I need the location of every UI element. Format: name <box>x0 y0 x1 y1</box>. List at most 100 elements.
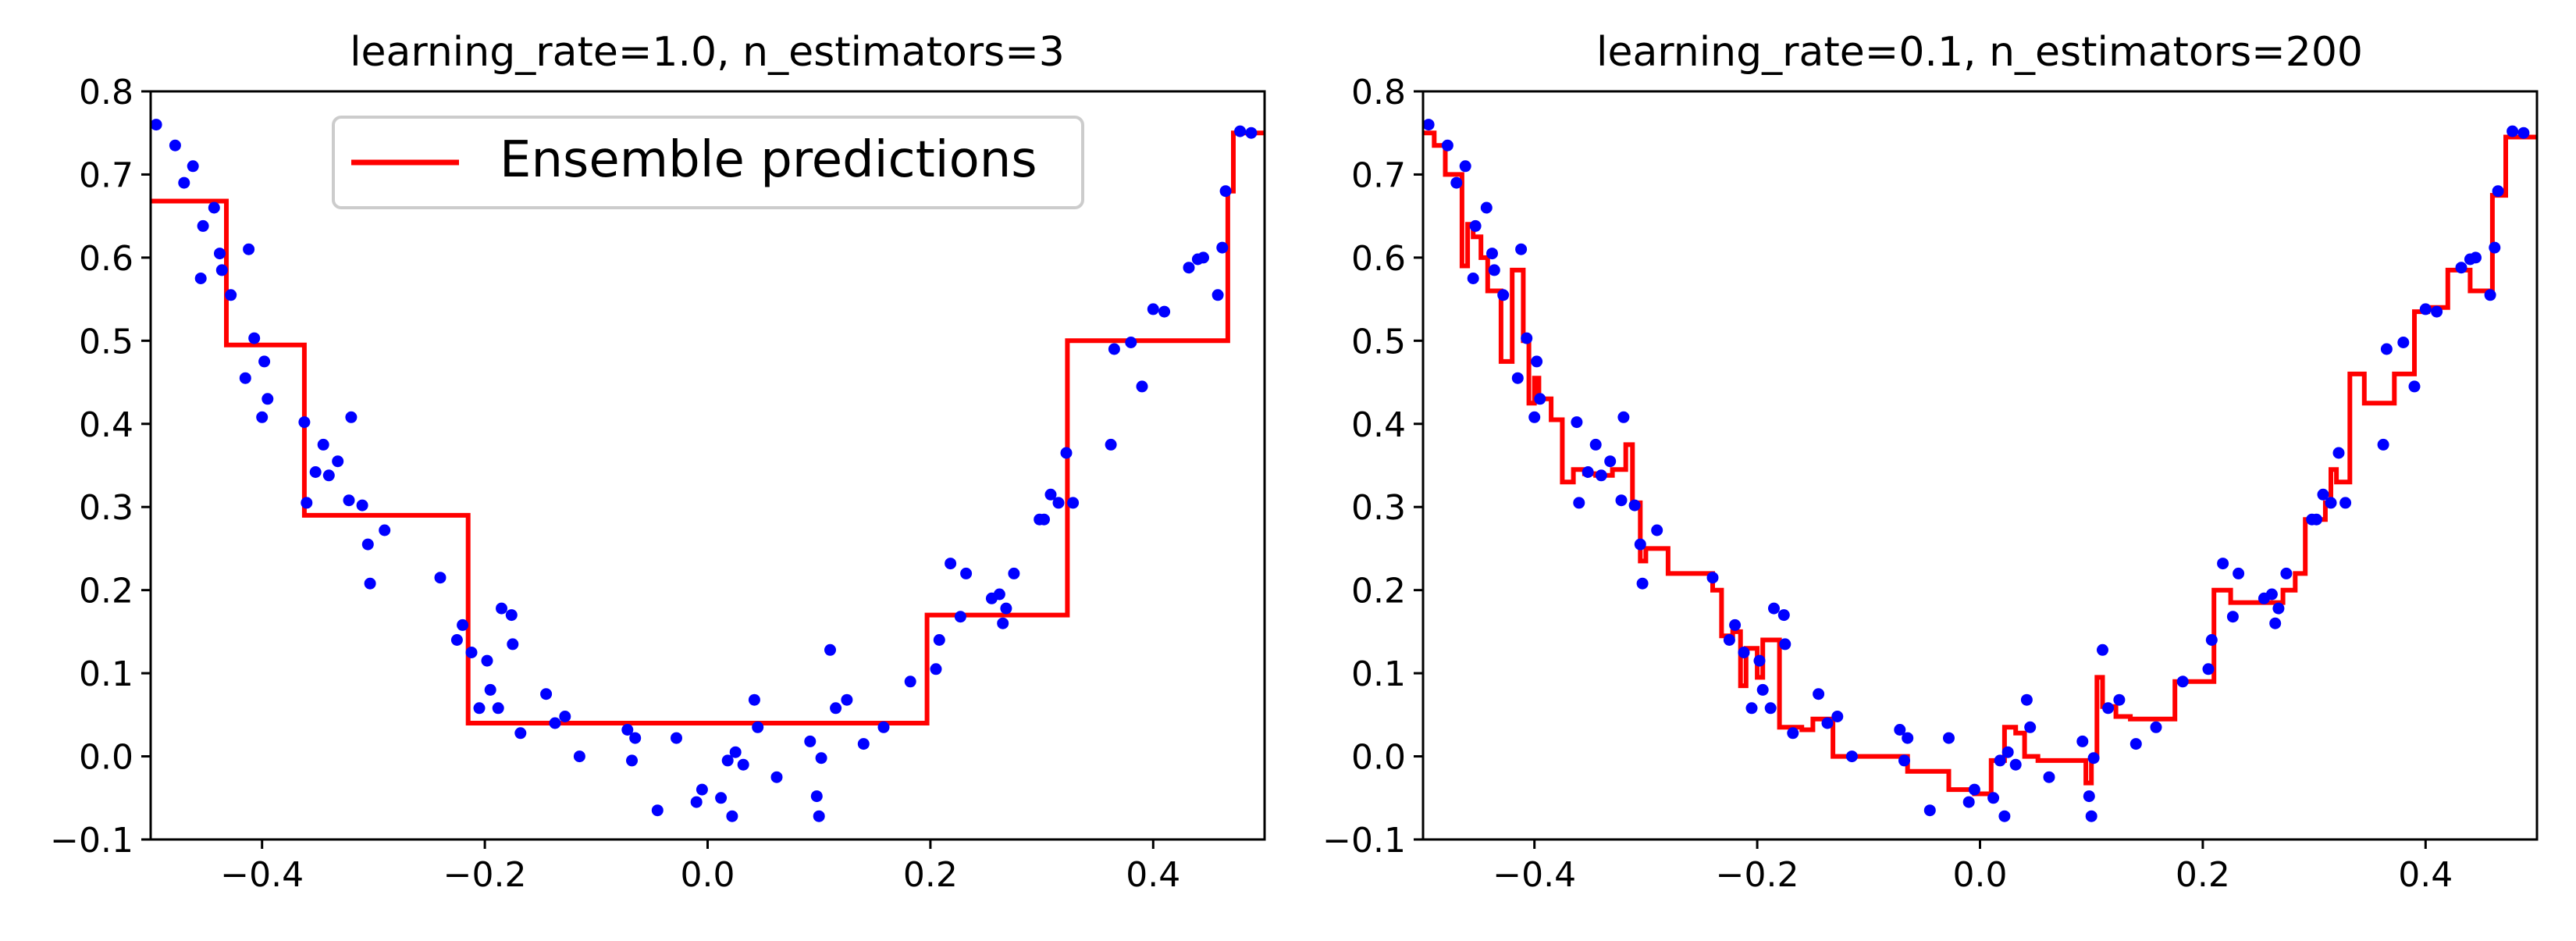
data-point <box>2339 497 2352 509</box>
plot-data <box>151 119 1265 822</box>
y-tick-label: 0.7 <box>1351 155 1406 195</box>
data-point <box>507 638 519 651</box>
data-point <box>364 577 376 590</box>
data-point <box>1469 219 1482 232</box>
data-point <box>2129 738 2142 750</box>
data-point <box>2325 497 2337 509</box>
data-point <box>214 248 226 260</box>
data-point <box>1738 647 1750 658</box>
data-point <box>1898 754 1910 767</box>
subplot-left: learning_rate=1.0, n_estimators=3 −0.4 −0… <box>50 29 1266 895</box>
data-point <box>262 393 274 405</box>
axes-frame <box>1421 90 2539 841</box>
data-point <box>2217 558 2229 570</box>
data-point <box>1821 717 1834 729</box>
data-point <box>1573 497 1585 509</box>
data-point <box>1745 702 1758 715</box>
y-tick-label: 0.0 <box>1351 738 1406 778</box>
data-point <box>1962 796 1975 808</box>
data-point <box>629 732 642 744</box>
data-point <box>1521 332 1533 344</box>
data-point <box>434 572 447 584</box>
data-point <box>248 332 261 344</box>
data-point <box>729 746 742 758</box>
data-point <box>2202 663 2215 675</box>
data-point <box>1067 497 1080 509</box>
data-point <box>2419 303 2432 315</box>
data-point <box>2102 702 2115 715</box>
data-point <box>813 810 825 822</box>
data-point <box>1923 804 1936 817</box>
data-point <box>573 750 585 763</box>
data-point <box>298 416 311 429</box>
data-point <box>1604 455 1617 468</box>
data-point <box>752 721 764 733</box>
data-point <box>2408 380 2421 393</box>
data-point <box>317 438 329 451</box>
data-point <box>933 634 945 646</box>
data-point <box>256 411 269 423</box>
data-point <box>877 721 890 733</box>
data-point <box>2233 567 2245 579</box>
data-point <box>1183 262 1195 274</box>
data-point <box>1108 343 1120 355</box>
data-point <box>1753 654 1766 667</box>
y-tick-label: 0.5 <box>1351 322 1406 362</box>
data-point <box>1994 754 2006 767</box>
data-point <box>197 219 209 232</box>
data-point <box>2272 602 2285 615</box>
data-point <box>715 792 728 804</box>
data-point <box>2009 758 2022 771</box>
data-point <box>696 783 708 796</box>
data-point <box>2150 721 2162 733</box>
data-point <box>770 771 783 783</box>
data-point <box>473 702 486 715</box>
data-point <box>2280 567 2293 579</box>
data-point <box>1779 638 1791 651</box>
data-point <box>2317 488 2329 501</box>
data-point <box>2311 513 2322 526</box>
data-point <box>954 611 966 623</box>
y-tick-label: 0.1 <box>1351 654 1406 694</box>
data-point <box>1531 355 1543 368</box>
data-point <box>737 758 749 771</box>
data-point <box>2484 289 2496 301</box>
data-point <box>2470 251 2482 264</box>
y-tick-label: 0.7 <box>79 155 133 195</box>
data-point <box>343 494 355 507</box>
data-point <box>322 469 335 482</box>
data-point <box>1634 538 1646 551</box>
data-point <box>208 201 220 214</box>
data-point <box>1060 447 1073 459</box>
chart-title: learning_rate=0.1, n_estimators=200 <box>1596 29 2363 76</box>
data-point <box>1894 724 1906 736</box>
data-point <box>1651 524 1663 536</box>
data-point <box>239 372 251 384</box>
data-point <box>1486 248 1498 260</box>
data-point <box>2001 746 2014 758</box>
data-point <box>1216 241 1229 254</box>
data-point <box>726 810 738 822</box>
data-point <box>2205 634 2218 646</box>
y-tick-label: 0.5 <box>79 322 133 362</box>
data-point <box>1902 732 1914 744</box>
data-point <box>1615 494 1628 507</box>
data-point <box>559 711 571 722</box>
y-tick-label: 0.8 <box>79 73 133 112</box>
data-point <box>671 732 682 744</box>
data-point <box>1125 337 1137 348</box>
y-tick-label: 0.8 <box>1351 73 1406 112</box>
data-point <box>748 693 760 706</box>
data-point <box>243 243 255 255</box>
data-point <box>1845 750 1858 763</box>
data-point <box>1008 567 1020 579</box>
data-point <box>1756 683 1769 696</box>
y-tick-label: 0.0 <box>79 738 133 778</box>
y-tick-label: −0.1 <box>1322 821 1406 861</box>
data-point <box>1488 264 1500 276</box>
y-tick-label: 0.4 <box>1351 405 1406 445</box>
data-point <box>1968 783 1980 796</box>
data-point <box>2397 337 2410 348</box>
data-point <box>1044 488 1057 501</box>
